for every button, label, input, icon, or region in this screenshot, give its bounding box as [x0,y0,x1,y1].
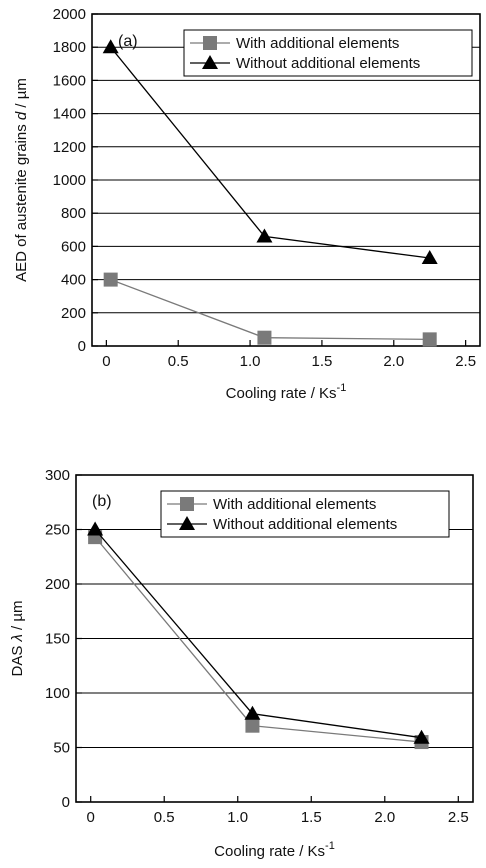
chart0-ytick-label-8: 1600 [53,72,86,89]
chart0-ytick-label-4: 800 [61,205,86,222]
chart0-series-0-point-2 [422,332,437,347]
chart1-ytick-label-5: 250 [45,522,70,539]
chart0-ytick-label-9: 1800 [53,39,86,56]
chart1-legend: With additional elements Without addition… [160,490,450,538]
chart0-ytick-label-6: 1200 [53,139,86,156]
chart1-ytick-label-3: 150 [45,631,70,648]
chart1-xtick-label-5: 2.5 [448,809,469,826]
chart0-y-axis-label: AED of austenite grains d / µm [13,78,30,282]
chart0-xtick-label-2: 1.0 [240,353,261,370]
chart1-panel-label: (b) [92,493,112,510]
chart0-ytick-label-7: 1400 [53,106,86,123]
chart0-ytick-label-1: 200 [61,305,86,322]
chart0-series-0-line [110,278,430,341]
chart1-series-1-point-0 [87,521,104,536]
chart0-legend-label-0: With additional elements [236,35,399,52]
chart1-ytick-label-6: 300 [45,467,70,484]
chart0-xtick-label-3: 1.5 [311,353,332,370]
chart1-legend-box [160,490,450,538]
chart0-series-1-point-2 [421,250,438,265]
chart0-series-0-point-1 [257,330,272,345]
chart0-ytick-label-10: 2000 [53,6,86,23]
chart1-ytick-label-4: 200 [45,576,70,593]
chart1-y-axis-label: DAS λ / µm [9,600,26,676]
chart1-legend-label-0: With additional elements [213,496,376,513]
chart0-legend-marker-0 [203,36,217,50]
chart0-series-1-point-0 [102,39,119,54]
chart0-ytick-label-5: 1000 [53,172,86,189]
chart1-xtick-label-4: 2.0 [374,809,395,826]
chart1-series-1-point-1 [244,705,261,720]
chart0-xtick-label-4: 2.0 [383,353,404,370]
chart0-xtick-label-5: 2.5 [455,353,476,370]
chart1-panel: 0 50 100 150 200 250 300 0 0.5 1.0 1.5 2.0 2.5 Coolin… [9,467,474,860]
chart1-series-0-point-1 [245,718,260,733]
chart1-x-axis-label: Cooling rate / Ks-1 [214,840,335,860]
chart1-series-0-line [94,536,422,743]
chart0-ytick-label-0: 0 [78,338,86,355]
chart0-legend-marker-1 [202,55,218,69]
chart0-panel: 0 200 400 600 800 1000 1200 1400 1600 1800 2000 0 0.… [13,6,481,402]
chart1-legend-label-1: Without additional elements [213,516,397,533]
chart1-legend-marker-0 [180,497,194,511]
chart1-ytick-label-2: 100 [45,685,70,702]
chart0-x-axis-label: Cooling rate / Ks-1 [226,382,347,402]
chart1-xtick-label-3: 1.5 [301,809,322,826]
chart1-ytick-label-1: 50 [53,740,70,757]
chart1-legend-marker-1 [179,516,195,530]
chart1-xtick-label-1: 0.5 [154,809,175,826]
chart0-ytick-label-3: 600 [61,238,86,255]
chart0-legend: With additional elements Without addition… [183,29,473,77]
chart0-ytick-label-2: 400 [61,272,86,289]
chart1-series-1-line [94,529,422,739]
chart0-xtick-label-1: 0.5 [168,353,189,370]
chart1-xtick-label-0: 0 [87,809,95,826]
chart0-series-1-line [110,46,430,259]
chart0-xtick-label-0: 0 [102,353,110,370]
chart0-series-1-point-1 [256,228,273,243]
chart1-ytick-label-0: 0 [62,794,70,811]
chart0-legend-label-1: Without additional elements [236,55,420,72]
chart1-series-1-point-2 [413,729,430,744]
chart0-legend-box [183,29,473,77]
chart0-panel-label: (a) [118,33,138,50]
chart0-series-0-point-0 [103,272,118,287]
chart1-xtick-label-2: 1.0 [227,809,248,826]
